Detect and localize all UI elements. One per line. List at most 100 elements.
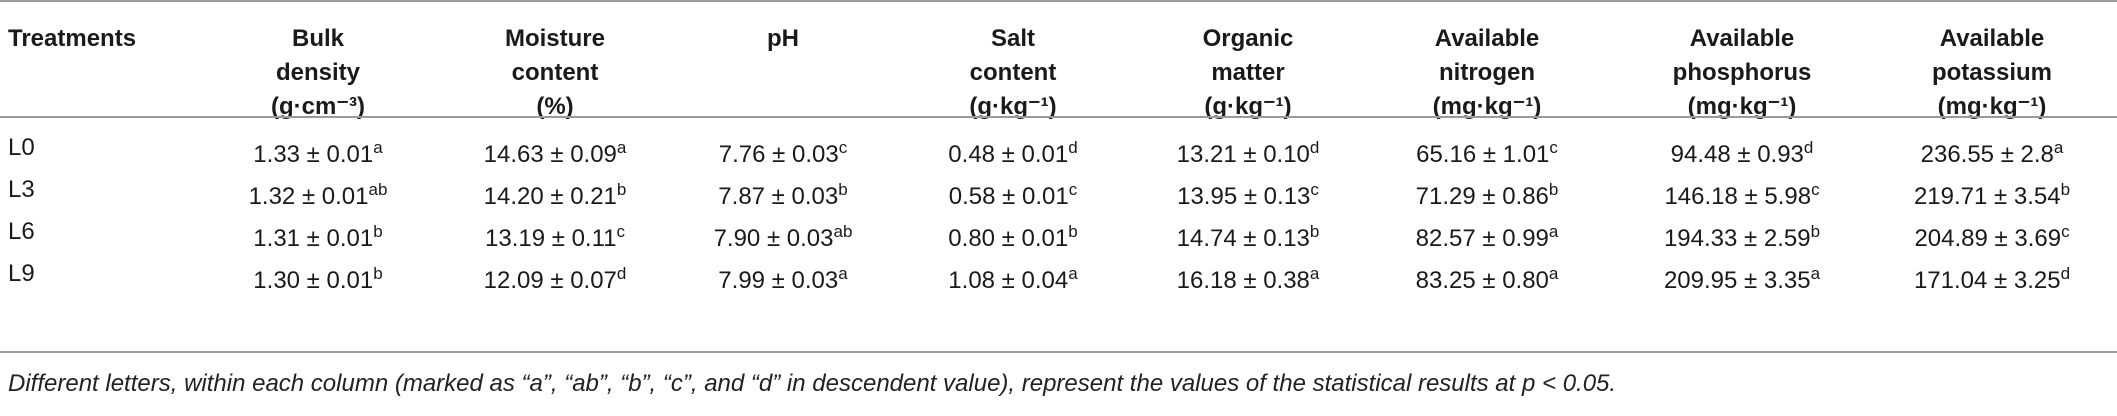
significance-letter: c	[1811, 180, 1820, 199]
cell-value: 71.29 ± 0.86	[1415, 183, 1549, 210]
header-line: Moisture	[504, 25, 605, 52]
table-cell: 7.99 ± 0.03a	[683, 259, 883, 296]
cell-value: 0.58 ± 0.01	[948, 183, 1069, 210]
cell-value: 171.04 ± 3.25	[1913, 267, 2061, 294]
header-line: Bulk	[291, 25, 344, 52]
header-line: (mg·kg⁻¹)	[1687, 93, 1797, 120]
cell-value: 1.31 ± 0.01	[253, 225, 374, 252]
header-line: (mg·kg⁻¹)	[1432, 93, 1542, 120]
cell-value: 1.30 ± 0.01	[253, 267, 374, 294]
significance-letter: b	[373, 264, 383, 283]
cell-value: 0.48 ± 0.01	[948, 141, 1069, 168]
significance-letter: d	[2060, 264, 2071, 283]
cell-value: 14.63 ± 0.09	[483, 141, 617, 168]
significance-letter: b	[1309, 222, 1320, 241]
significance-letter: b	[1548, 180, 1559, 199]
treatment-label: L0	[8, 134, 35, 161]
treatment-label: L3	[8, 176, 35, 203]
table-row: L9 1.30 ± 0.01b 12.09 ± 0.07d 7.99 ± 0.03a 1…	[0, 259, 2117, 301]
significance-letter: c	[1549, 138, 1558, 157]
table-cell: 0.48 ± 0.01d	[913, 133, 1113, 170]
cell-value: 146.18 ± 5.98	[1664, 183, 1812, 210]
significance-letter: a	[1548, 222, 1559, 241]
header-treatments: Treatments	[8, 22, 136, 56]
cell-value: 65.16 ± 1.01	[1416, 141, 1550, 168]
significance-letter: b	[616, 180, 627, 199]
significance-letter: d	[1803, 138, 1814, 157]
header-line: (g·kg⁻¹)	[969, 93, 1057, 120]
table-cell: 71.29 ± 0.86b	[1372, 175, 1602, 212]
significance-letter: b	[373, 222, 383, 241]
header-line: (g·kg⁻¹)	[1204, 93, 1292, 120]
header-line: Available	[1434, 25, 1540, 52]
table-cell: 1.33 ± 0.01a	[218, 133, 418, 170]
table-cell: 13.21 ± 0.10d	[1148, 133, 1348, 170]
significance-letter: a	[1548, 264, 1559, 283]
significance-letter: ab	[368, 180, 388, 199]
cell-value: 1.08 ± 0.04	[948, 267, 1069, 294]
cell-value: 0.80 ± 0.01	[948, 225, 1069, 252]
table-cell: 209.95 ± 3.35a	[1612, 259, 1872, 296]
significance-letter: a	[1068, 264, 1078, 283]
cell-value: 1.33 ± 0.01	[253, 141, 374, 168]
table-cell: 1.31 ± 0.01b	[218, 217, 418, 254]
significance-letter: c	[1310, 180, 1319, 199]
significance-letter: b	[2060, 180, 2071, 199]
treatment-label: L6	[8, 218, 35, 245]
cell-value: 16.18 ± 0.38	[1176, 267, 1310, 294]
cell-value: 83.25 ± 0.80	[1415, 267, 1549, 294]
table-cell: 7.87 ± 0.03b	[683, 175, 883, 212]
header-line: content	[511, 59, 599, 86]
significance-letter: c	[616, 222, 626, 241]
table-cell: 14.20 ± 0.21b	[445, 175, 665, 212]
header-line: potassium	[1931, 59, 2053, 86]
column-header-1: Bulk density (g·cm⁻³)	[218, 22, 418, 124]
significance-letter: ab	[833, 222, 853, 241]
cell-value: 12.09 ± 0.07	[483, 267, 617, 294]
table-cell: 16.18 ± 0.38a	[1148, 259, 1348, 296]
significance-letter: c	[1068, 180, 1078, 199]
table-cell: 94.48 ± 0.93d	[1612, 133, 1872, 170]
table-cell: 1.30 ± 0.01b	[218, 259, 418, 296]
treatment-label: L9	[8, 260, 35, 287]
table-row: L0 1.33 ± 0.01a 14.63 ± 0.09a 7.76 ± 0.03c 0…	[0, 133, 2117, 175]
significance-letter: c	[838, 138, 848, 157]
header-line: phosphorus	[1672, 59, 1812, 86]
table-header-rule	[0, 116, 2117, 118]
table-cell: 7.90 ± 0.03ab	[683, 217, 883, 254]
table-row: L6 1.31 ± 0.01b 13.19 ± 0.11c 7.90 ± 0.03ab…	[0, 217, 2117, 259]
significance-letter: a	[616, 138, 627, 157]
significance-letter: d	[616, 264, 627, 283]
significance-letter: b	[1810, 222, 1821, 241]
significance-letter: a	[838, 264, 848, 283]
column-header-3: pH	[683, 22, 883, 56]
header-line: matter	[1211, 59, 1285, 86]
cell-value: 13.95 ± 0.13	[1177, 183, 1311, 210]
table-row: L3 1.32 ± 0.01ab 14.20 ± 0.21b 7.87 ± 0.03b…	[0, 175, 2117, 217]
cell-value: 1.32 ± 0.01	[248, 183, 369, 210]
cell-value: 236.55 ± 2.8	[1920, 141, 2054, 168]
header-line: Available	[1939, 25, 2045, 52]
cell-value: 14.20 ± 0.21	[483, 183, 617, 210]
header-line: density	[275, 59, 361, 86]
significance-letter: a	[373, 138, 383, 157]
cell-value: 7.90 ± 0.03	[713, 225, 834, 252]
header-line: Treatments	[8, 25, 137, 52]
column-header-5: Organic matter (g·kg⁻¹)	[1148, 22, 1348, 124]
table-cell: 12.09 ± 0.07d	[445, 259, 665, 296]
table-cell: 0.58 ± 0.01c	[913, 175, 1113, 212]
table-cell: 194.33 ± 2.59b	[1612, 217, 1872, 254]
cell-value: 94.48 ± 0.93	[1670, 141, 1804, 168]
header-line: (mg·kg⁻¹)	[1937, 93, 2047, 120]
table-cell: 82.57 ± 0.99a	[1372, 217, 1602, 254]
significance-letter: d	[1309, 138, 1320, 157]
column-header-6: Available nitrogen (mg·kg⁻¹)	[1372, 22, 1602, 124]
cell-value: 209.95 ± 3.35	[1663, 267, 1811, 294]
column-header-4: Salt content (g·kg⁻¹)	[913, 22, 1113, 124]
header-line: pH	[767, 25, 799, 52]
table-cell: 0.80 ± 0.01b	[913, 217, 1113, 254]
header-line: Available	[1689, 25, 1795, 52]
table-cell: 1.32 ± 0.01ab	[218, 175, 418, 212]
table-cell: 14.74 ± 0.13b	[1148, 217, 1348, 254]
table-cell: 204.89 ± 3.69c	[1872, 217, 2112, 254]
